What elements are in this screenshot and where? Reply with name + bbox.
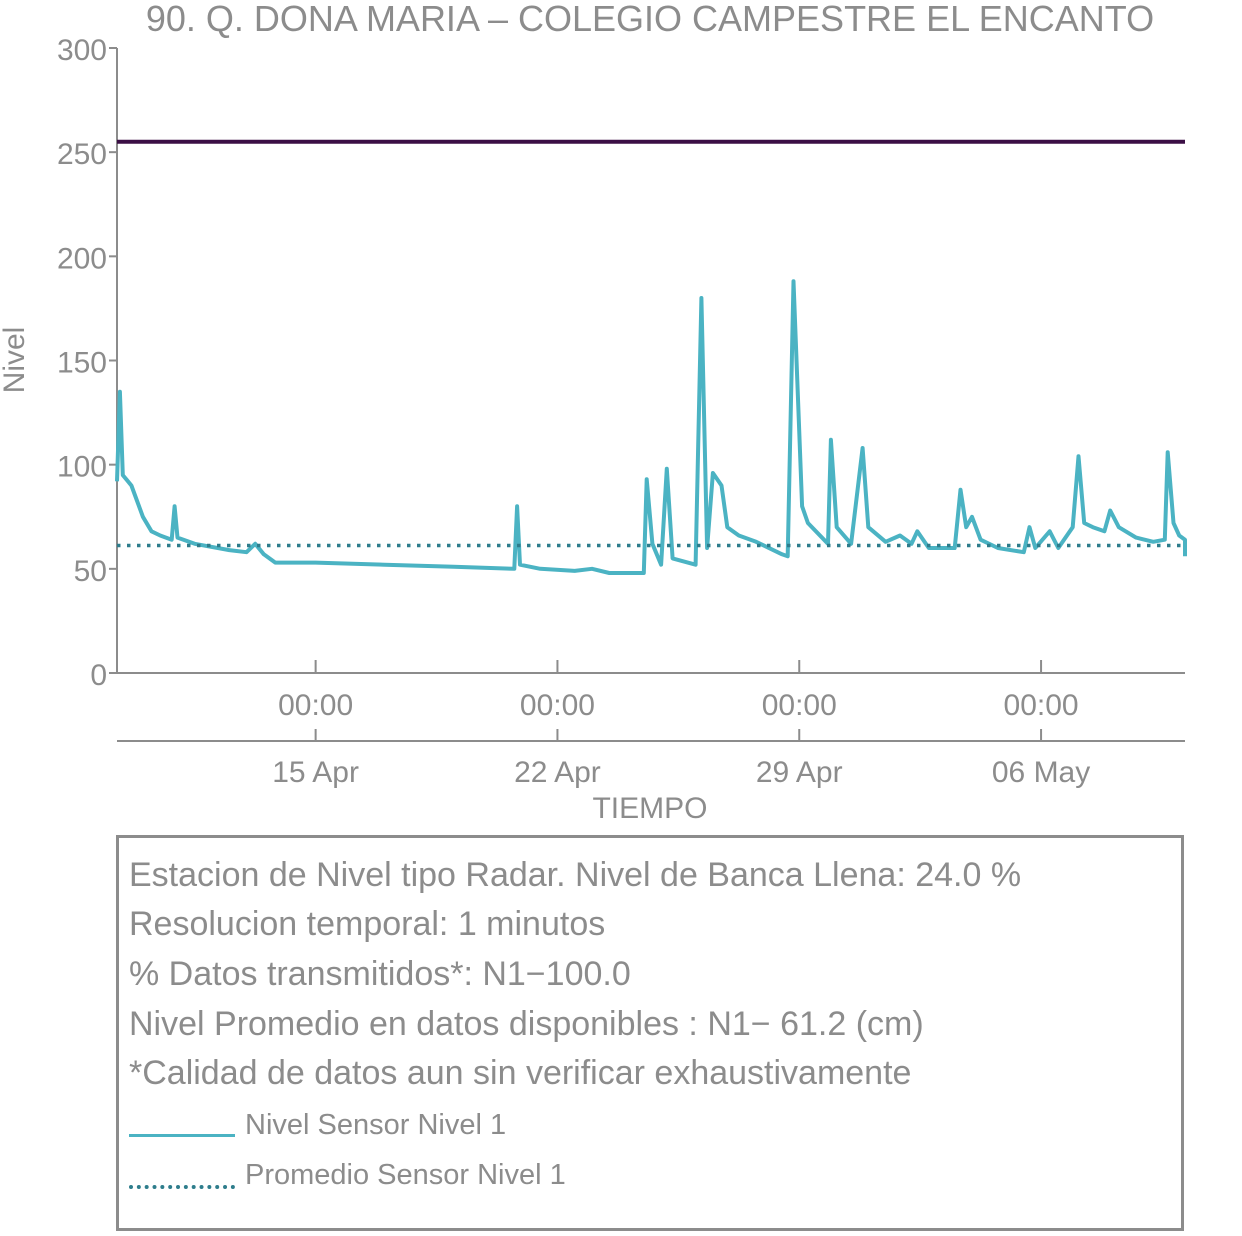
x-tick-date-label: 29 Apr	[756, 756, 843, 789]
y-axis-label: Nivel	[0, 327, 31, 394]
y-tick-label: 250	[57, 138, 107, 171]
info-legend-box: Estacion de Nivel tipo Radar. Nivel de B…	[116, 835, 1184, 1231]
data-transmitted-text: % Datos transmitidos*: N1−100.0	[129, 955, 631, 993]
x-tick-time-label: 00:00	[1004, 689, 1079, 722]
legend-label-nivel-sensor: Nivel Sensor Nivel 1	[245, 1109, 507, 1141]
y-tick-label: 300	[57, 34, 107, 67]
legend-swatch-promedio-sensor	[129, 1185, 235, 1189]
quality-note-text: *Calidad de datos aun sin verificar exha…	[129, 1054, 912, 1092]
y-tick-label: 0	[90, 659, 107, 692]
y-tick-label: 150	[57, 347, 107, 380]
x-tick-time-label: 00:00	[520, 689, 595, 722]
chart-title: 90. Q. DONA MARIA – COLEGIO CAMPESTRE EL…	[146, 0, 1154, 39]
x-tick-date-label: 22 Apr	[514, 756, 601, 789]
series-line-nivel-sensor	[115, 279, 1187, 575]
x-axis-label: TIEMPO	[592, 792, 707, 825]
x-tick-time-label: 00:00	[762, 689, 837, 722]
x-tick-date-label: 15 Apr	[272, 756, 359, 789]
x-tick-date-label: 06 May	[992, 756, 1090, 789]
station-info-text: Estacion de Nivel tipo Radar. Nivel de B…	[129, 856, 1022, 894]
level-chart: 90. Q. DONA MARIA – COLEGIO CAMPESTRE EL…	[0, 0, 1187, 825]
legend-label-promedio-sensor: Promedio Sensor Nivel 1	[245, 1159, 566, 1191]
average-level-text: Nivel Promedio en datos disponibles : N1…	[129, 1005, 924, 1043]
x-tick-time-label: 00:00	[278, 689, 353, 722]
y-tick-label: 50	[74, 555, 107, 588]
resolution-text: Resolucion temporal: 1 minutos	[129, 905, 606, 943]
legend-swatch-nivel-sensor	[129, 1134, 235, 1137]
y-tick-label: 100	[57, 451, 107, 484]
y-tick-label: 200	[57, 242, 107, 275]
